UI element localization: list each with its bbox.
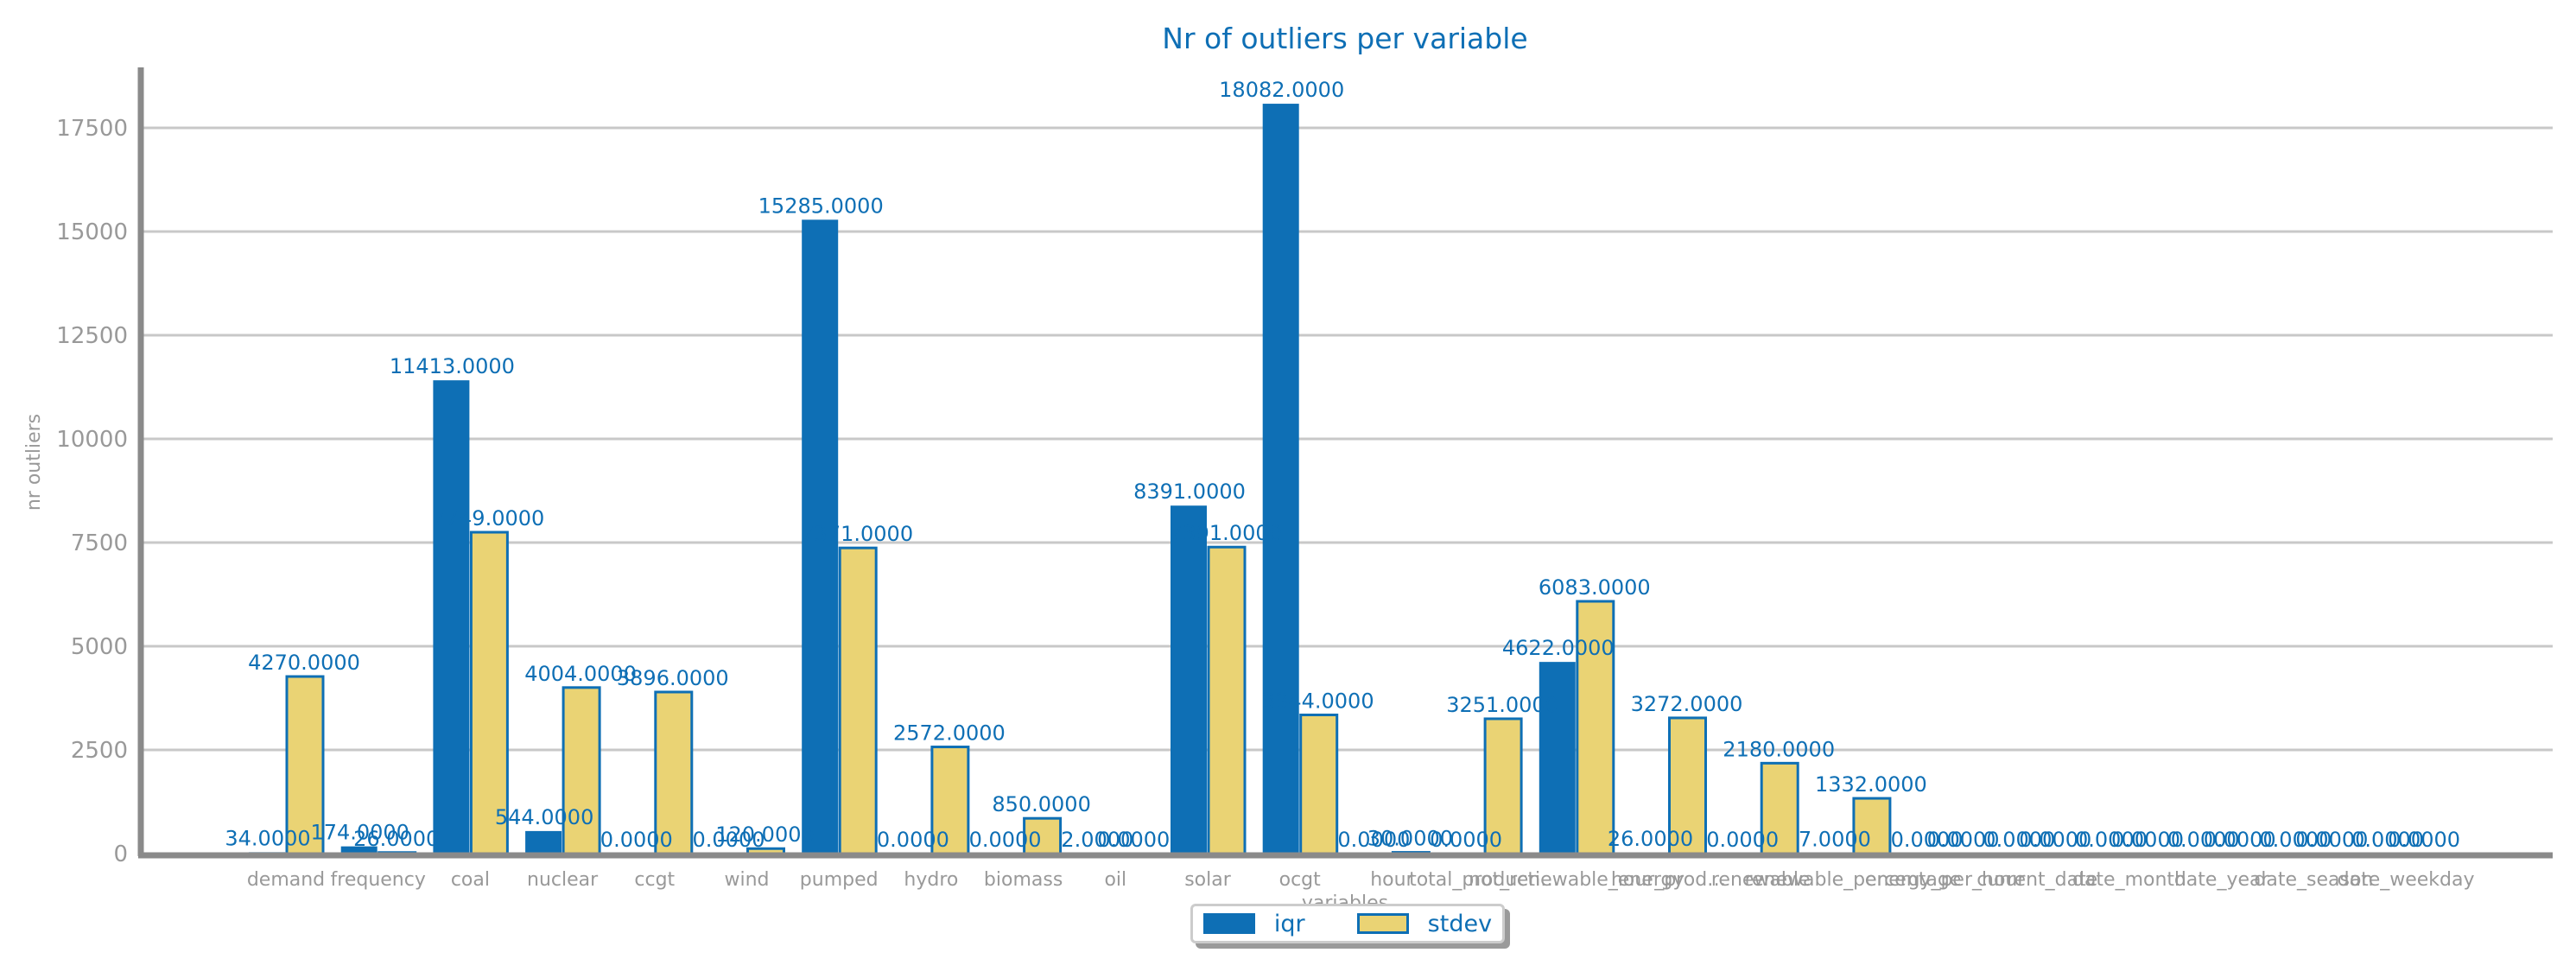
x-tick-label: ocgt	[1279, 869, 1322, 891]
value-label-stdev: 850.0000	[992, 792, 1091, 816]
x-tick-label: nuclear	[527, 869, 599, 891]
legend-swatch-iqr	[1203, 913, 1255, 934]
value-label-iqr: 15285.0000	[758, 194, 884, 218]
value-label-stdev: 120.0000	[715, 822, 815, 847]
chart-title: Nr of outliers per variable	[1162, 22, 1527, 55]
y-axis-label: nr outliers	[23, 414, 45, 511]
y-tick-label: 0	[113, 841, 128, 867]
legend-item-iqr: iqr	[1203, 911, 1305, 937]
x-tick-label: solar	[1184, 869, 1232, 891]
y-tick-label: 12500	[56, 323, 128, 349]
x-tick-label: date_month	[2072, 869, 2186, 891]
x-tick-label: demand	[247, 869, 325, 891]
value-label-stdev: 7391.0000	[1170, 521, 1282, 545]
value-label-stdev: 2180.0000	[1723, 737, 1835, 761]
bar-stdev	[1301, 714, 1337, 854]
y-tick-label: 15000	[56, 219, 128, 245]
x-tick-label: hydro	[904, 869, 958, 891]
value-label-iqr: 7.0000	[1799, 828, 1871, 852]
value-label-stdev: 3896.0000	[617, 666, 729, 690]
bar-iqr	[525, 831, 562, 854]
x-tick-label: ccgt	[634, 869, 675, 891]
x-tick-label: oil	[1104, 869, 1126, 891]
x-tick-label: wind	[724, 869, 769, 891]
y-tick-label: 7500	[71, 530, 128, 556]
value-label-iqr: 8391.0000	[1133, 479, 1246, 504]
y-tick-label: 10000	[56, 427, 128, 453]
value-label-stdev: 3251.0000	[1446, 693, 1558, 717]
value-label-stdev: 4270.0000	[248, 651, 360, 675]
value-label-iqr: 544.0000	[495, 805, 594, 829]
legend-label-stdev: stdev	[1428, 911, 1492, 937]
value-label-iqr: 11413.0000	[390, 354, 515, 378]
x-tick-label: pumped	[800, 869, 879, 891]
value-label-stdev: 7371.0000	[801, 522, 913, 546]
value-label-stdev: 6083.0000	[1539, 575, 1651, 600]
value-label-iqr: 0.0000	[969, 828, 1042, 852]
value-label-iqr: 0.0000	[1430, 828, 1502, 852]
y-tick-label: 5000	[71, 634, 128, 660]
bar-iqr	[1263, 104, 1299, 854]
x-tick-label: biomass	[984, 869, 1063, 891]
x-tick-label: coal	[451, 869, 490, 891]
value-label-iqr: 0.0000	[1706, 828, 1779, 852]
value-label-iqr: 18082.0000	[1219, 78, 1344, 102]
legend-item-stdev: stdev	[1357, 911, 1492, 937]
y-tick-label: 2500	[71, 738, 128, 764]
x-tick-label: date_weekday	[2338, 869, 2475, 891]
value-label-stdev: 3272.0000	[1631, 692, 1743, 716]
value-label-iqr: 4622.0000	[1502, 636, 1615, 660]
x-tick-label: frequency	[331, 869, 426, 891]
bar-iqr	[1539, 662, 1576, 854]
value-label-stdev: 7749.0000	[433, 506, 545, 530]
y-tick-label: 17500	[56, 116, 128, 142]
value-label-stdev: 0.0000	[2388, 828, 2460, 852]
x-tick-label: hour_prod…	[1611, 869, 1726, 891]
x-tick-label: hour	[1370, 869, 1414, 891]
value-label-stdev: 0.0000	[1097, 828, 1170, 852]
value-label-stdev: 3344.0000	[1262, 689, 1374, 713]
legend-label-iqr: iqr	[1274, 911, 1305, 937]
bar-stdev	[840, 548, 876, 854]
value-label-stdev: 2572.0000	[893, 721, 1006, 746]
value-label-iqr: 0.0000	[877, 828, 949, 852]
legend: iqr stdev	[1190, 904, 1505, 943]
value-label-iqr: 26.0000	[1608, 827, 1693, 851]
legend-swatch-stdev	[1357, 913, 1409, 934]
value-label-iqr: 34.0000	[225, 826, 310, 850]
value-label-stdev: 1332.0000	[1815, 772, 1927, 797]
bar-iqr	[433, 380, 469, 854]
bar-iqr	[1171, 505, 1207, 854]
bar-stdev	[1209, 547, 1245, 854]
value-label-stdev: 26.0000	[353, 827, 439, 851]
value-label-iqr: 0.0000	[600, 828, 673, 852]
